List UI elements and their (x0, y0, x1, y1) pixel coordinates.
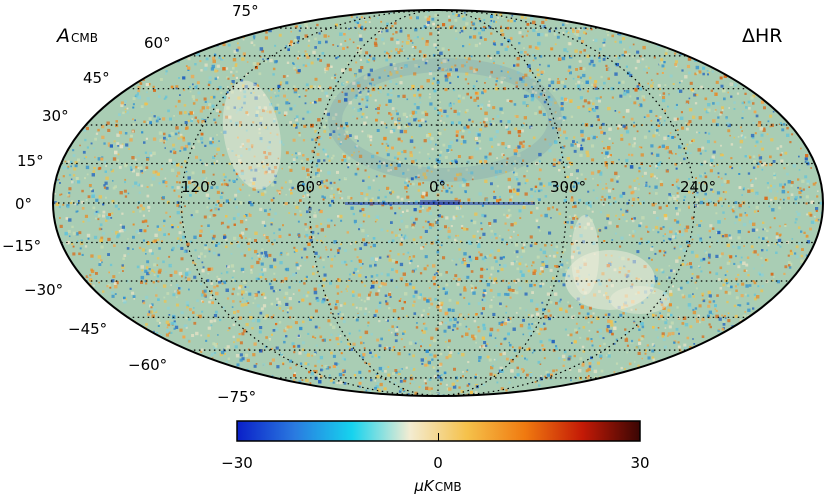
lat-label-0: 0° (15, 195, 32, 213)
map-outline (52, 9, 824, 397)
lat-label-minus15: −15° (2, 237, 41, 255)
colorbar-tick-mid: 0 (433, 454, 443, 472)
lat-label-75: 75° (232, 2, 259, 20)
lon-label-60: 60° (296, 178, 323, 196)
graticule (53, 9, 823, 397)
lat-label-minus60: −60° (128, 356, 167, 374)
residual-features (222, 58, 670, 314)
sky-map (52, 9, 824, 397)
lon-label-240: 240° (680, 178, 716, 196)
lat-label-60: 60° (144, 34, 171, 52)
longitude-labels: 120° 60° 0° 300° 240° (181, 178, 716, 196)
title-right: ΔHR (742, 25, 783, 47)
colorbar-tick-min: −30 (221, 454, 253, 472)
lon-label-300: 300° (550, 178, 586, 196)
title-left: ACMB (55, 25, 98, 47)
lon-label-0: 0° (429, 178, 446, 196)
colorbar-label: μKCMB (413, 477, 461, 495)
colorbar-tick-max: 30 (630, 454, 649, 472)
colorbar: −30 0 30 μKCMB (221, 420, 650, 495)
latitude-labels: 75° 60° 45° 30° 15° 0° −15° −30° −45° −6… (2, 2, 259, 406)
lat-label-15: 15° (17, 152, 44, 170)
lat-label-minus45: −45° (68, 320, 107, 338)
lat-label-minus75: −75° (217, 388, 256, 406)
lat-label-45: 45° (83, 69, 110, 87)
lon-label-120: 120° (181, 178, 217, 196)
lat-label-minus30: −30° (24, 281, 63, 299)
lat-label-30: 30° (42, 107, 69, 125)
